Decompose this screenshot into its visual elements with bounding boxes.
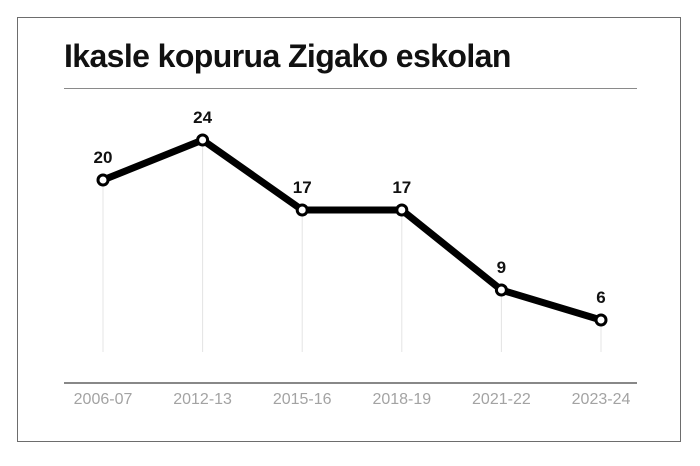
data-point bbox=[594, 313, 608, 327]
gridlines bbox=[102, 140, 602, 352]
data-label: 17 bbox=[293, 178, 312, 197]
title-divider bbox=[64, 88, 637, 89]
data-label: 6 bbox=[596, 288, 605, 307]
data-point bbox=[295, 203, 309, 217]
data-label: 24 bbox=[193, 108, 212, 127]
data-point bbox=[395, 203, 409, 217]
chart-frame bbox=[17, 17, 681, 442]
x-tick-label: 2006-07 bbox=[74, 391, 133, 408]
data-label: 17 bbox=[392, 178, 411, 197]
x-tick-label: 2023-24 bbox=[572, 391, 631, 408]
data-point bbox=[196, 133, 210, 147]
data-label: 9 bbox=[497, 258, 506, 277]
data-points bbox=[96, 133, 608, 327]
x-tick-label: 2018-19 bbox=[372, 391, 431, 408]
x-tick-labels: 2006-07 2012-13 2015-16 2018-19 2021-22 2023-… bbox=[74, 391, 631, 408]
data-point bbox=[96, 173, 110, 187]
data-labels: 20 24 17 17 9 6 bbox=[94, 108, 606, 307]
data-point bbox=[494, 283, 508, 297]
data-label: 20 bbox=[94, 148, 113, 167]
x-tick-label: 2015-16 bbox=[273, 391, 332, 408]
chart-title: Ikasle kopurua Zigako eskolan bbox=[64, 38, 511, 74]
x-tick-label: 2012-13 bbox=[173, 391, 232, 408]
x-tick-label: 2021-22 bbox=[472, 391, 531, 408]
series-line bbox=[99, 136, 605, 324]
